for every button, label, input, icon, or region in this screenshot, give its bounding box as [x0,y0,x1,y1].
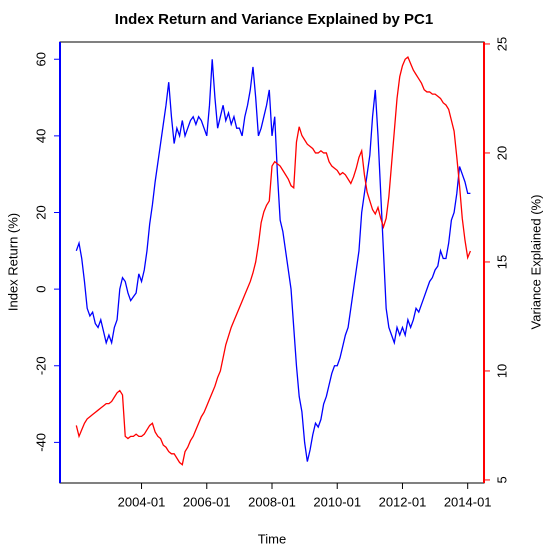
y2-tick-label: 20 [494,146,509,160]
y-tick-label: -40 [33,433,48,452]
y-tick-label: 40 [33,129,48,143]
x-tick-label: 2006-01 [183,494,231,509]
y2-axis-label: Variance Explained (%) [528,195,543,330]
x-axis-label: Time [258,531,286,546]
y2-tick-label: 10 [494,364,509,378]
y-tick-label: -20 [33,356,48,375]
y2-tick-label: 15 [494,255,509,269]
data-line [75,55,472,466]
data-line [75,59,471,462]
x-tick-label: 2010-01 [313,494,361,509]
y-axis-label: Index Return (%) [5,213,20,311]
x-tick-label: 2008-01 [248,494,296,509]
y-tick-label: 20 [33,205,48,219]
y-tick-label: 0 [33,286,48,293]
x-tick-label: 2004-01 [118,494,166,509]
y-tick-label: 60 [33,52,48,66]
y2-tick-label: 25 [494,37,509,51]
x-tick-label: 2014-01 [444,494,492,509]
y2-tick-label: 5 [494,476,509,483]
x-tick-label: 2012-01 [379,494,427,509]
chart-title: Index Return and Variance Explained by P… [115,11,433,28]
